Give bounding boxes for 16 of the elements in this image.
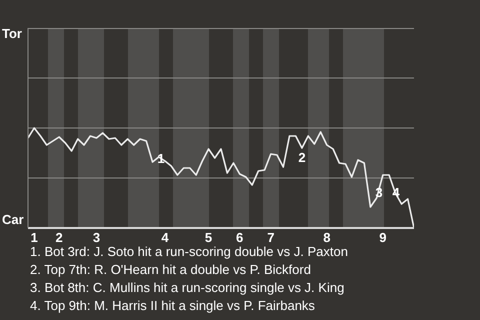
annotation: 2 [298,150,306,165]
x-tick-label: 1 [30,230,38,246]
x-tick-label: 5 [204,230,212,246]
text: Tor [2,26,22,41]
text: Car [2,212,24,227]
x-tick-label: 7 [267,230,274,246]
text: 2. Top 7th: R. O'Hearn hit a double vs P. Bickford [30,261,312,279]
x-tick-label: 2 [56,230,63,246]
x-tick-label: 9 [379,230,386,246]
x-tick-label: 3 [92,230,100,246]
text: 4. Top 9th: M. Harris II hit a single vs P. Fairbanks [30,297,316,315]
x-tick-label: 6 [236,230,244,246]
x-tick-label: 8 [323,230,330,246]
text: 1. Bot 3rd: J. Soto hit a run-scoring double vs J. Paxton [30,243,348,261]
x-tick-label: 4 [161,230,170,246]
text: 3. Bot 8th: C. Mullins hit a run-scoring single vs J. King [30,279,346,297]
